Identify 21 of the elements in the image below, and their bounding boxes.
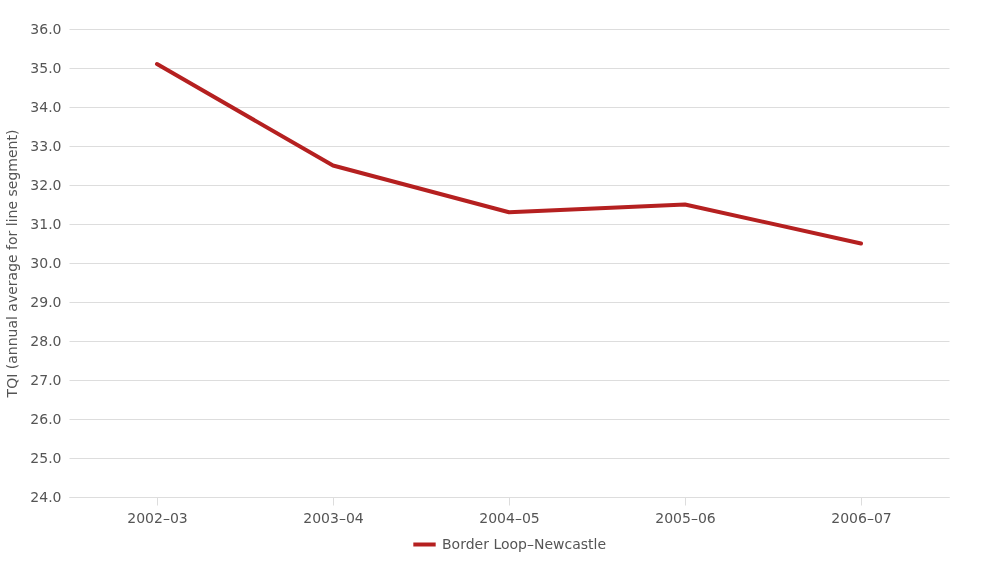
y-tick-label: 30.0 (30, 254, 62, 271)
y-tick-label: 34.0 (30, 98, 62, 115)
y-tick-label: 27.0 (30, 371, 62, 388)
y-tick-label: 35.0 (30, 59, 62, 76)
y-tick-label: 26.0 (30, 410, 62, 427)
x-tick-label: 2006–07 (831, 509, 892, 526)
y-tick-label: 32.0 (30, 176, 62, 193)
y-tick-label: 28.0 (30, 332, 62, 349)
y-tick-label: 31.0 (30, 215, 62, 232)
line-series (155, 62, 863, 246)
x-tick-label: 2002–03 (127, 509, 188, 526)
y-tick-label: 24.0 (30, 488, 62, 505)
y-tick-label: 36.0 (30, 20, 62, 37)
y-axis-title: TQI (annual average for line segment) (4, 129, 21, 399)
legend-label: Border Loop–Newcastle (442, 535, 607, 552)
x-tick-label: 2003–04 (303, 509, 364, 526)
x-tick-label: 2005–06 (655, 509, 716, 526)
y-tick-label: 33.0 (30, 137, 62, 154)
y-tick-label: 29.0 (30, 293, 62, 310)
x-tick-label: 2004–05 (479, 509, 540, 526)
y-tick-label: 25.0 (30, 449, 62, 466)
